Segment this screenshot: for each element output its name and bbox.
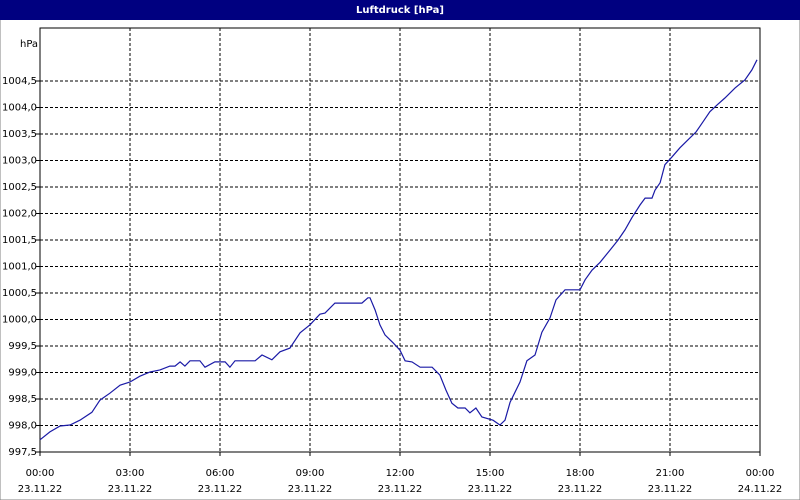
x-tick-date: 23.11.22 [468, 484, 513, 495]
y-axis-label: hPa [20, 39, 38, 50]
y-tick-label: 998,5 [8, 394, 37, 405]
y-tick-label: 999,0 [8, 368, 37, 379]
x-tick-label: 12:00 [386, 468, 415, 479]
x-tick-date: 23.11.22 [18, 484, 63, 495]
x-tick-label: 09:00 [296, 468, 325, 479]
x-tick-date: 23.11.22 [648, 484, 693, 495]
y-tick-label: 999,5 [8, 341, 37, 352]
x-tick-label: 18:00 [566, 468, 595, 479]
x-tick-label: 00:00 [746, 468, 775, 479]
x-tick-date: 23.11.22 [198, 484, 243, 495]
y-tick-label: 1003,0 [2, 156, 37, 167]
y-tick-label: 1000,0 [2, 315, 37, 326]
y-tick-label: 998,0 [8, 421, 37, 432]
x-tick-date: 23.11.22 [108, 484, 153, 495]
x-tick-label: 15:00 [476, 468, 505, 479]
x-tick-date: 24.11.22 [738, 484, 783, 495]
x-tick-label: 06:00 [206, 468, 235, 479]
chart-title: Luftdruck [hPa] [356, 5, 444, 16]
y-tick-label: 1001,0 [2, 262, 37, 273]
y-tick-label: 1001,5 [2, 235, 37, 246]
y-tick-label: 1002,0 [2, 209, 37, 220]
y-tick-label: 1004,5 [2, 76, 37, 87]
y-tick-label: 1002,5 [2, 182, 37, 193]
title-bar [0, 0, 800, 20]
x-tick-date: 23.11.22 [288, 484, 333, 495]
x-tick-label: 03:00 [116, 468, 145, 479]
x-tick-label: 00:00 [26, 468, 55, 479]
y-tick-label: 997,5 [8, 447, 37, 458]
y-tick-label: 1003,5 [2, 129, 37, 140]
x-tick-date: 23.11.22 [378, 484, 423, 495]
y-tick-label: 1004,0 [2, 103, 37, 114]
x-tick-date: 23.11.22 [558, 484, 603, 495]
data-line [39, 59, 758, 441]
x-tick-label: 21:00 [656, 468, 685, 479]
y-tick-label: 1000,5 [2, 288, 37, 299]
